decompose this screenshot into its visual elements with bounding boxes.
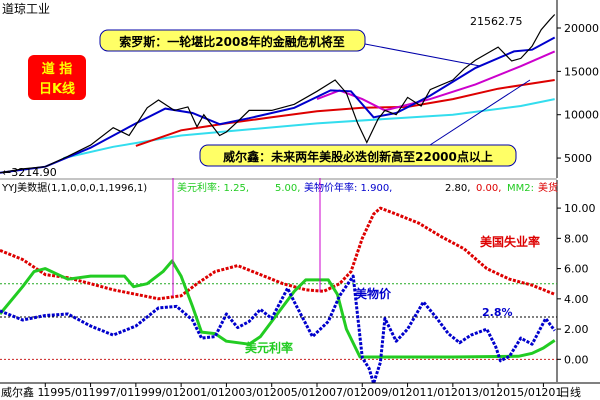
macro-series-cpi bbox=[0, 274, 556, 385]
x-tick-label: 2001/01 bbox=[179, 386, 225, 399]
x-tick-label: 2007/01 bbox=[315, 386, 361, 399]
macro-cpi-label: 美物价年率: 1.900, bbox=[304, 181, 392, 194]
macro-series-rate bbox=[0, 259, 556, 359]
footer-right-label: 日线 bbox=[559, 385, 581, 399]
unemployment-label: 美国失业率 bbox=[480, 234, 540, 249]
x-tick-label: 2003/01 bbox=[224, 386, 270, 399]
macro-study-name: YYJ美数据(1,1,0,0,0,1,1996,1) bbox=[1, 181, 147, 194]
price-ytick-label: 20000 bbox=[564, 22, 599, 35]
macro-rate-value: 5.00, bbox=[275, 183, 300, 194]
soros-callout-text: 索罗斯：一轮堪比2008年的金融危机将至 bbox=[119, 34, 344, 49]
macro-extra: 美货 bbox=[538, 181, 558, 194]
macro-ytick-label: 10.00 bbox=[564, 202, 596, 215]
x-tick-label: 1999/01 bbox=[134, 386, 180, 399]
price-series-price bbox=[0, 14, 556, 174]
x-tick-label: 201 bbox=[541, 386, 562, 399]
macro-mm2: MM2: bbox=[507, 183, 534, 194]
macro-v2: 0.00, bbox=[476, 183, 501, 194]
cpi-ref-label: 2.8% bbox=[482, 306, 513, 319]
badge-line-2: 日K线 bbox=[39, 81, 75, 97]
x-tick-label: 2005/01 bbox=[270, 386, 316, 399]
price-series-ma_red bbox=[135, 79, 555, 147]
macro-v1: 2.80, bbox=[445, 183, 470, 194]
macro-rate-label: 美元利率: 1.25, bbox=[177, 181, 249, 194]
macro-ytick-label: 2.00 bbox=[564, 323, 589, 336]
price-series-ma_cyan bbox=[63, 98, 555, 160]
badge-line-1: 道 指 bbox=[42, 61, 73, 77]
macro-series-unemployment bbox=[0, 206, 556, 301]
price-high-label: 21562.75 bbox=[470, 15, 523, 28]
wilshire-callout-pointer bbox=[429, 79, 531, 146]
low-value: 3214.90 bbox=[11, 166, 57, 179]
x-tick-label: 1995/01 bbox=[43, 386, 89, 399]
macro-ytick-label: 6.00 bbox=[564, 263, 589, 276]
soros-callout-box bbox=[99, 29, 366, 52]
price-ytick-label: 5000 bbox=[564, 152, 592, 165]
low-arrow: ← bbox=[2, 166, 11, 179]
macro-header: YYJ美数据(1,1,0,0,0,1,1996,1) 美元利率: 1.25, 5… bbox=[1, 181, 558, 194]
wilshire-callout: 威尔鑫：未来两年美股必迭创新高至22000点以上 bbox=[199, 144, 517, 167]
price-ytick-label: 15000 bbox=[564, 65, 599, 78]
macro-ytick-label: 8.00 bbox=[564, 232, 589, 245]
price-ytick-label: 10000 bbox=[564, 109, 599, 122]
macro-panel: 0.00 2.00 4.00 6.00 8.00 10.00 YYJ美数据(1,1,0,0… bbox=[0, 180, 596, 385]
chart-title: 道琼工业 bbox=[2, 1, 50, 16]
daily-kline-badge: 道 指 日K线 bbox=[28, 55, 86, 100]
wilshire-callout-text: 威尔鑫：未来两年美股必迭创新高至22000点以上 bbox=[223, 149, 493, 164]
x-tick-label: 2015/01 bbox=[496, 386, 542, 399]
x-tick-labels: 1995/01 1997/01 1999/01 2001/01 2003/01 2005/… bbox=[43, 383, 562, 399]
x-tick-label: 2009/01 bbox=[360, 386, 406, 399]
price-panel: 5000 10000 15000 20000 道琼工业 道 指 日K线 索罗斯：一轮堪… bbox=[0, 0, 599, 179]
cpi-label: 美物价 bbox=[355, 286, 392, 301]
x-tick-label: 1997/01 bbox=[89, 386, 135, 399]
macro-series-group bbox=[0, 206, 556, 385]
price-axis-ticks: 5000 10000 15000 20000 bbox=[557, 22, 599, 165]
price-low-label: ←3214.90 bbox=[2, 166, 57, 179]
x-tick-label: 2011/01 bbox=[406, 386, 452, 399]
footer-left-label: 威尔鑫 1 bbox=[1, 385, 45, 399]
soros-callout: 索罗斯：一轮堪比2008年的金融危机将至 bbox=[99, 29, 366, 52]
rate-label: 美元利率 bbox=[245, 340, 293, 355]
soros-callout-pointer bbox=[364, 43, 481, 67]
badge-background bbox=[28, 55, 86, 100]
price-series-ma_blue bbox=[0, 36, 556, 174]
macro-ytick-label: 0.00 bbox=[564, 353, 589, 366]
wilshire-callout-box bbox=[199, 144, 517, 167]
macro-axis-ticks: 0.00 2.00 4.00 6.00 8.00 10.00 bbox=[557, 202, 596, 366]
x-tick-label: 2013/01 bbox=[451, 386, 497, 399]
x-axis: 威尔鑫 1 1995/01 1997/01 1999/01 2001/01 2003/0… bbox=[0, 382, 600, 399]
price-series-group bbox=[0, 14, 556, 174]
macro-ytick-label: 4.00 bbox=[564, 293, 589, 306]
